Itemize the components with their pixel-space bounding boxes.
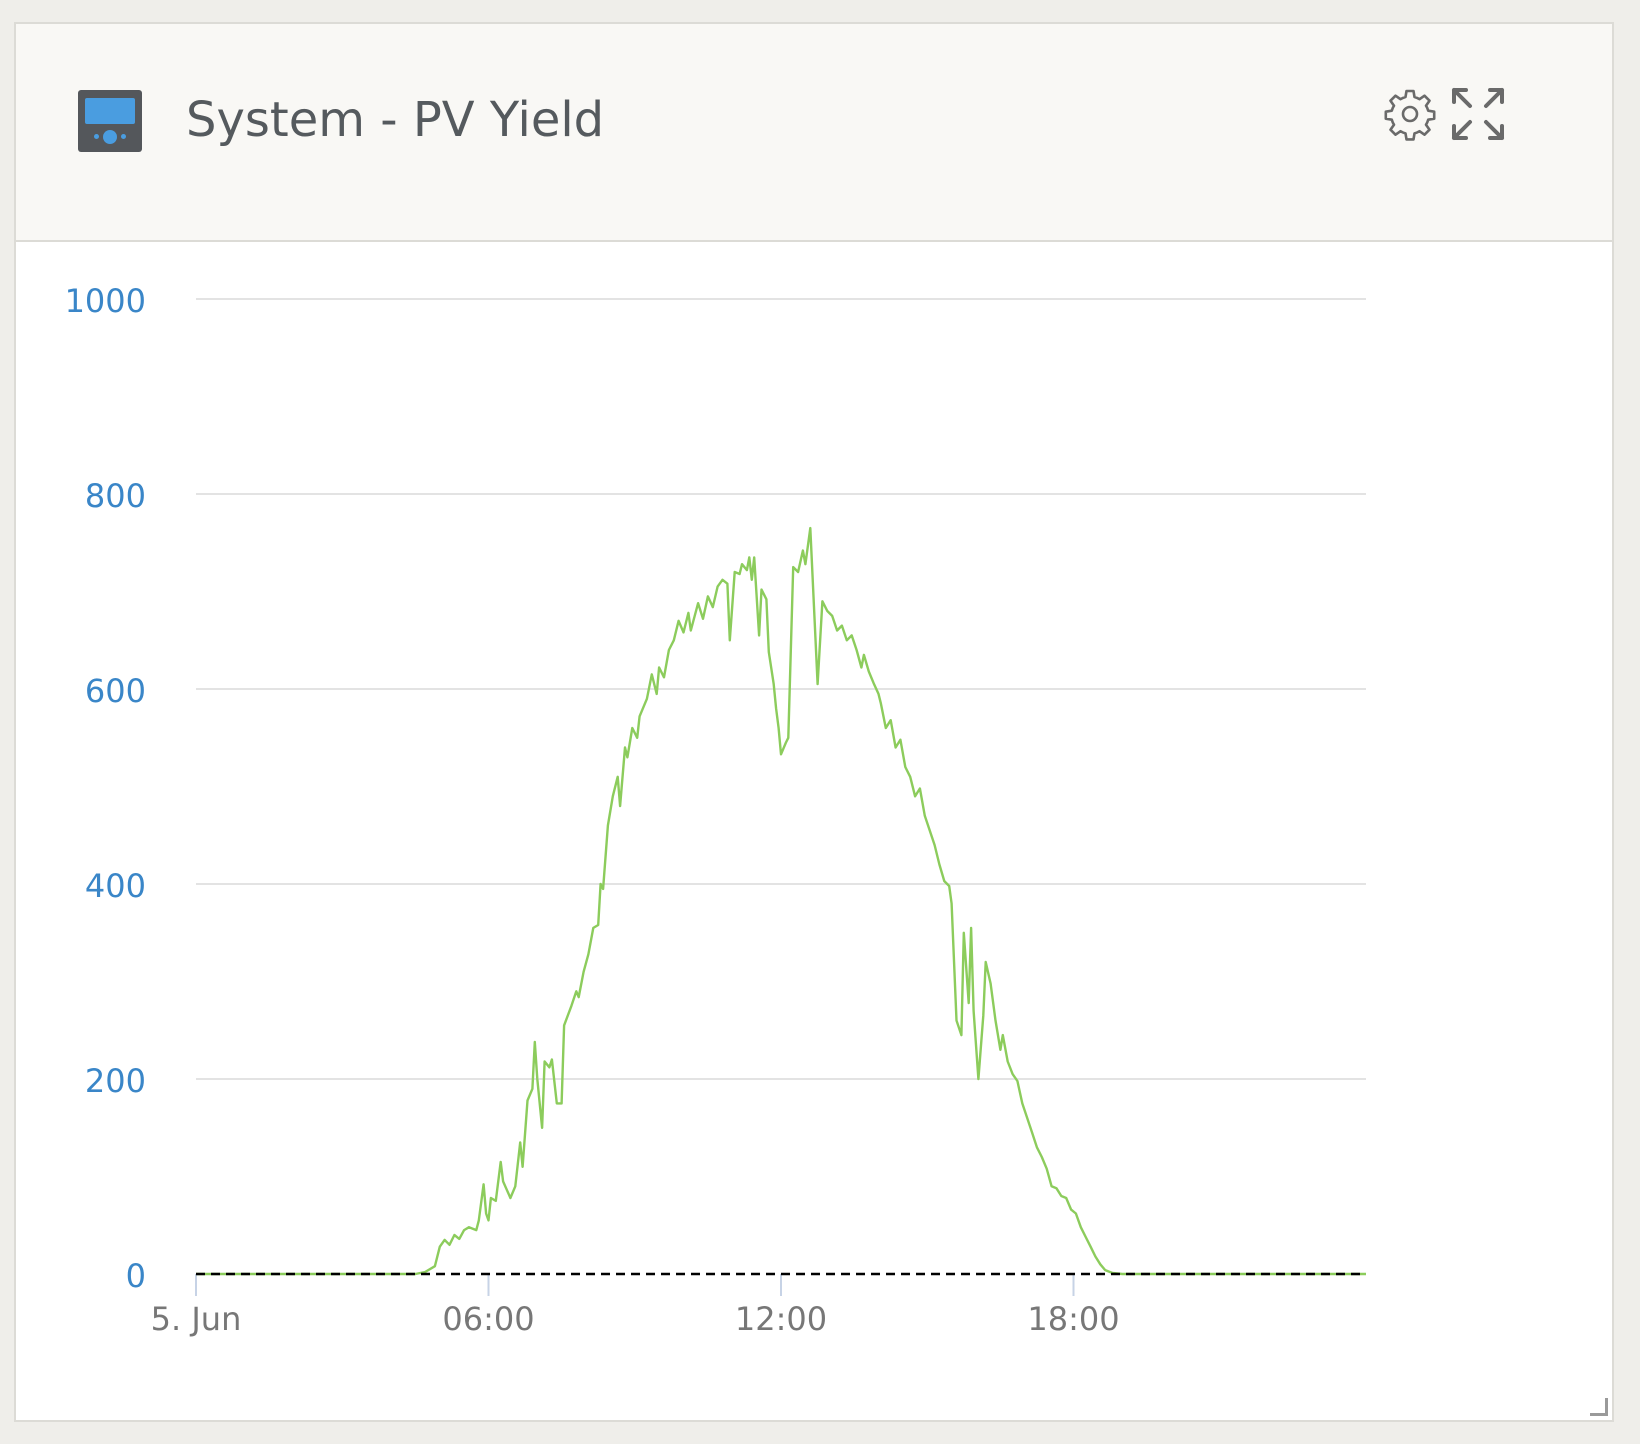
expand-button[interactable] [1450,86,1506,142]
device-screen-shape [85,98,135,124]
y-tick-label: 400 [85,867,146,905]
y-tick-label: 800 [85,477,146,515]
device-led-right [121,134,126,139]
x-tick-label: 18:00 [1027,1300,1119,1338]
y-tick-label: 600 [85,672,146,710]
pv-yield-chart: 0 200 400 600 800 1000 5. Jun 06:00 12:00 18:00 [16,242,1612,1420]
x-tick-label: 12:00 [735,1300,827,1338]
gx-device-icon [78,90,142,152]
x-tick-label: 5. Jun [151,1300,242,1338]
pv-yield-widget: System - PV Yield 0 200 400 600 800 1000 5. [14,22,1614,1422]
y-tick-label: 0 [126,1257,146,1295]
series-line-pv-yield [196,526,1366,1276]
y-tick-label: 1000 [65,282,146,320]
device-button-shape [103,130,117,144]
y-tick-label: 200 [85,1062,146,1100]
gear-icon [1384,89,1436,141]
x-tick-label: 06:00 [442,1300,534,1338]
chart-svg: 0 200 400 600 800 1000 5. Jun 06:00 12:00 18:00 [65,282,1366,1338]
widget-header: System - PV Yield [16,24,1612,242]
settings-button[interactable] [1382,86,1438,142]
resize-corner-icon[interactable] [1590,1398,1608,1416]
expand-arrows-icon [1452,88,1504,140]
device-led-left [94,134,99,139]
widget-title: System - PV Yield [186,92,605,148]
